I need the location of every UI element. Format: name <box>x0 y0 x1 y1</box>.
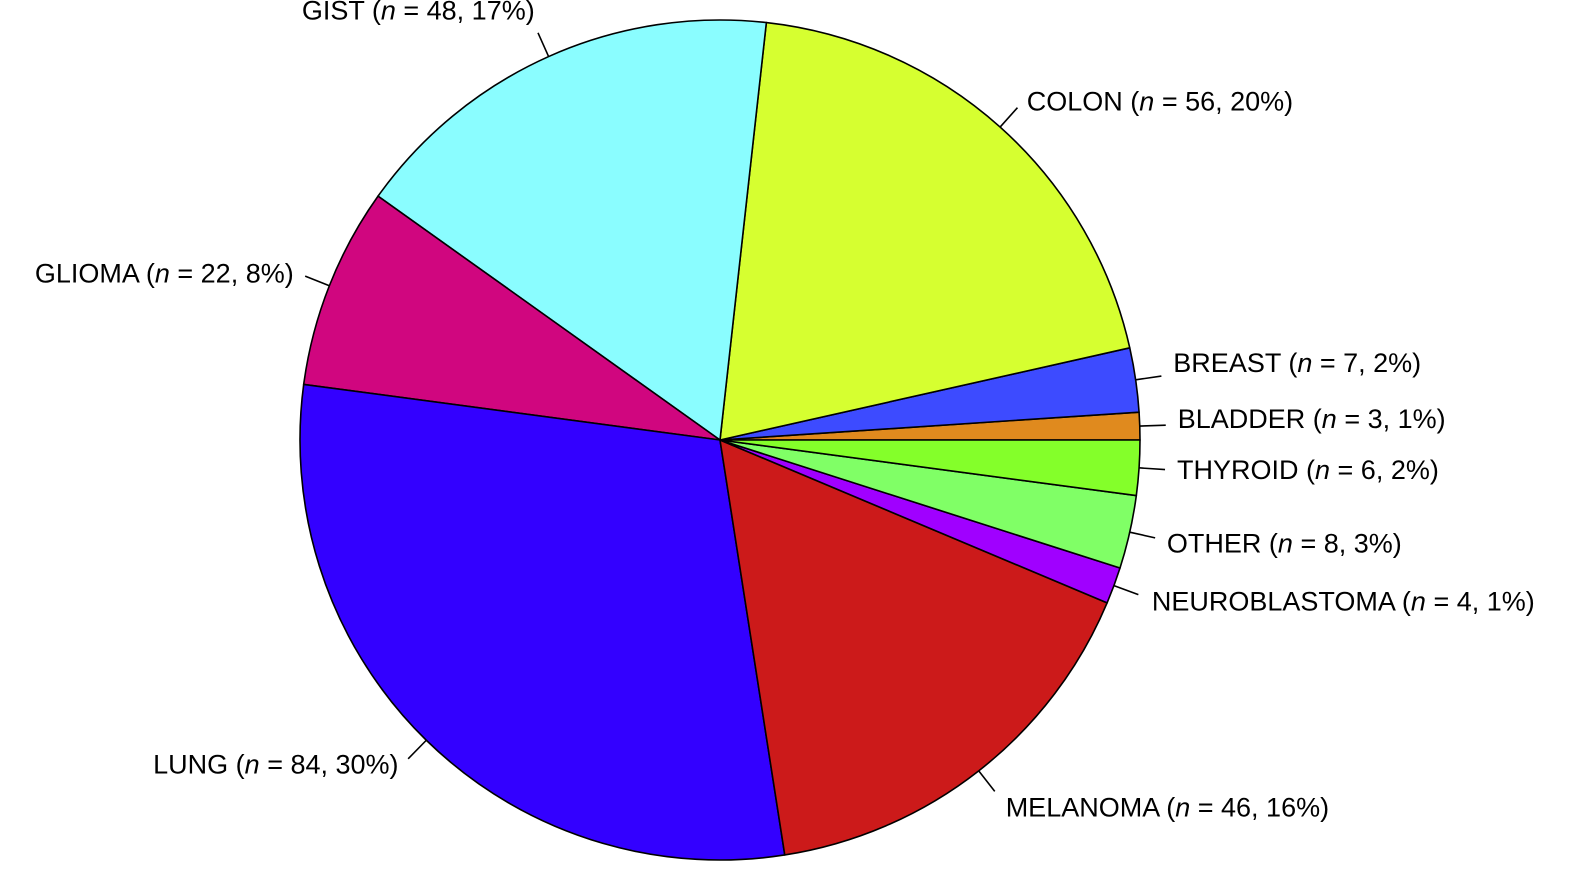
leader-line-breast <box>1135 375 1162 381</box>
slice-label-melanoma: MELANOMA (n = 46, 16%) <box>1006 793 1329 823</box>
pie-slice-melanoma <box>719 439 1108 856</box>
slice-label-breast: BREAST (n = 7, 2%) <box>1173 348 1421 378</box>
leader-line-neuroblastoma <box>1113 584 1139 596</box>
leader-line-lung <box>407 739 427 760</box>
leader-line-melanoma <box>978 770 996 792</box>
pie-slice-gist <box>377 19 768 441</box>
leader-line-thyroid <box>1139 467 1166 471</box>
slice-label-bladder: BLADDER (n = 3, 1%) <box>1178 404 1446 434</box>
slice-label-glioma: GLIOMA (n = 22, 8%) <box>35 258 294 288</box>
slice-label-colon: COLON (n = 56, 20%) <box>1027 87 1293 117</box>
leader-line-bladder <box>1139 424 1166 427</box>
slice-label-neuroblastoma: NEUROBLASTOMA (n = 4, 1%) <box>1152 586 1535 616</box>
leader-line-glioma <box>304 275 330 287</box>
pie-slice-lung <box>299 383 786 861</box>
slice-label-lung: LUNG (n = 84, 30%) <box>153 750 398 780</box>
leader-line-colon <box>999 107 1019 128</box>
leader-line-other <box>1129 531 1156 539</box>
pie-slice-colon <box>719 21 1131 441</box>
slice-label-thyroid: THYROID (n = 6, 2%) <box>1177 455 1439 485</box>
slice-label-other: OTHER (n = 8, 3%) <box>1167 529 1402 559</box>
leader-lines <box>304 32 1166 792</box>
slice-label-gist: GIST (n = 48, 17%) <box>302 0 535 26</box>
pie-slice-thyroid <box>719 439 1141 497</box>
slice-labels: BLADDER (n = 3, 1%) BREAST (n = 7, 2%) COL… <box>35 0 1535 823</box>
leader-line-gist <box>537 32 550 57</box>
pie-slices <box>299 19 1141 861</box>
